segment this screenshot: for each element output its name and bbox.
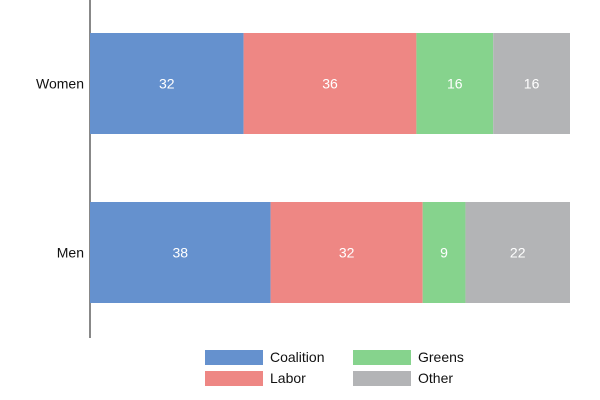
bar-women-coalition: [90, 33, 244, 134]
legend-label-labor: Labor: [270, 370, 306, 386]
legend: Coalition Labor Greens Other: [205, 349, 464, 386]
legend-swatch-labor: [205, 371, 263, 386]
data-label-men-labor: 32: [339, 245, 355, 261]
bar-women-other: [493, 33, 570, 134]
data-label-women-other: 16: [524, 76, 540, 92]
bar-men-coalition: [90, 202, 271, 303]
bar-men-other: [465, 202, 570, 303]
bar-men-labor: [270, 202, 423, 303]
legend-label-other: Other: [418, 370, 453, 386]
legend-label-greens: Greens: [418, 349, 464, 365]
data-label-men-coalition: 38: [173, 245, 189, 261]
data-label-women-labor: 36: [322, 76, 338, 92]
bar-men-greens: [422, 202, 466, 303]
legend-label-coalition: Coalition: [270, 349, 324, 365]
category-labels-group: Women Men: [36, 76, 84, 261]
legend-swatch-other: [353, 371, 411, 386]
category-label-men: Men: [57, 245, 84, 261]
legend-swatch-coalition: [205, 350, 263, 365]
bar-women-labor: [243, 33, 417, 134]
data-label-men-greens: 9: [440, 245, 448, 261]
data-label-women-greens: 16: [447, 76, 463, 92]
category-label-women: Women: [36, 76, 84, 92]
bars-group: 32 36 16 16 38 32 9 22: [90, 33, 570, 303]
data-label-women-coalition: 32: [159, 76, 175, 92]
legend-swatch-greens: [353, 350, 411, 365]
bar-women-greens: [416, 33, 494, 134]
data-label-men-other: 22: [510, 245, 526, 261]
